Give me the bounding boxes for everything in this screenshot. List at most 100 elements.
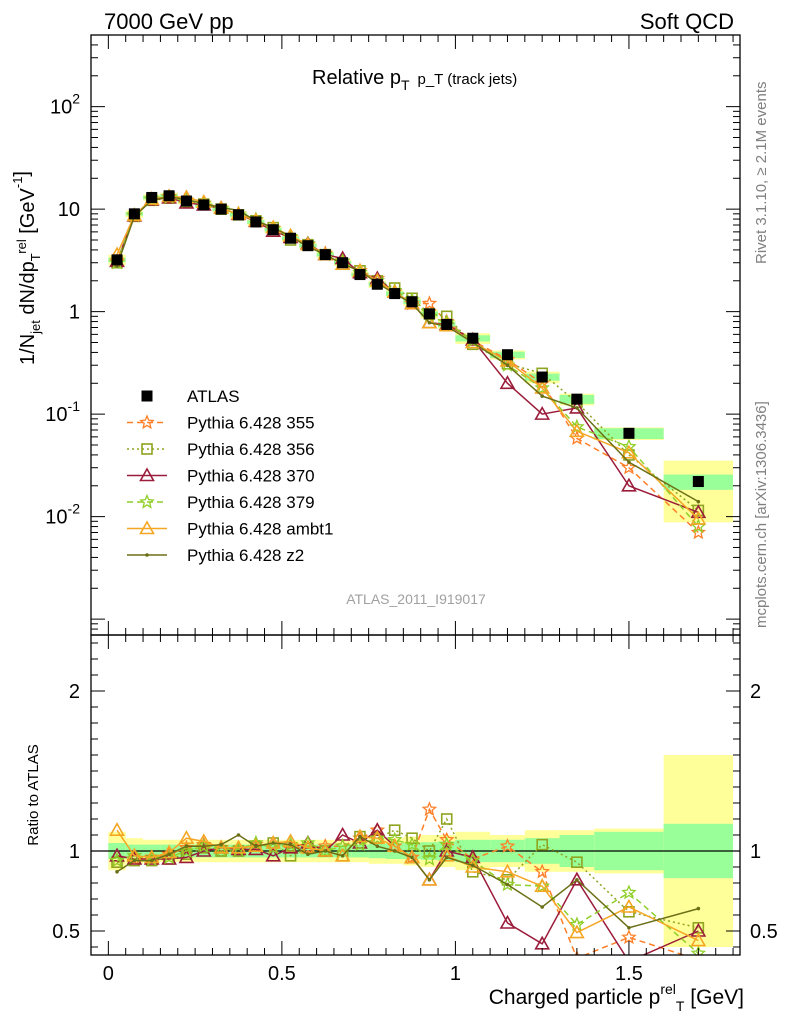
ratio-point-pythia-6-428-379 (386, 831, 403, 847)
chart-title-main: Relative p (312, 67, 401, 89)
point-atlas (501, 349, 513, 361)
ratio-point-pythia-6-428-ambt1 (438, 847, 455, 862)
main-y-axis-label: 1/Njet dN/dpTrel [GeV-1] (10, 171, 43, 365)
ratio-point-pythia-6-428-379 (621, 884, 637, 900)
ratio-point-pythia-6-428-379 (109, 852, 125, 868)
point-pythia-6-428-z2 (505, 363, 510, 368)
point-pythia-6-428-370 (690, 504, 707, 519)
ratio-point-pythia-6-428-356 (284, 849, 297, 862)
point-pythia-6-428-355 (690, 524, 707, 540)
ratio-point-pythia-6-428-ambt1 (621, 898, 637, 913)
ratio-point-pythia-6-428-z2 (696, 906, 701, 911)
ratio-point-pythia-6-428-ambt1 (213, 839, 230, 854)
ratio-point-pythia-6-428-379 (126, 847, 143, 863)
legend-marker-pythia-6-428-379 (139, 493, 155, 509)
ratio-point-pythia-6-428-356 (536, 838, 548, 851)
point-atlas (692, 476, 704, 488)
y-axis-label-part: -1 (10, 177, 25, 189)
ratio-point-pythia-6-428-z2 (575, 878, 579, 882)
ratio-point-pythia-6-428-z2 (627, 926, 631, 930)
y-axis-label-part: T (28, 253, 43, 261)
ratio-point-pythia-6-428-ambt1 (282, 833, 299, 848)
ratio-point-pythia-6-428-ambt1 (161, 844, 177, 859)
ratio-line-pythia-6-428-z2 (116, 834, 699, 929)
point-atlas (163, 190, 175, 202)
y-tick-label-base: 1 (69, 302, 80, 324)
point-atlas (302, 240, 314, 252)
chart-title-note: p_T (track jets) (418, 71, 518, 88)
ratio-y-tick-label: 1 (69, 841, 80, 863)
ratio-point-pythia-6-428-z2 (167, 852, 171, 856)
ratio-point-pythia-6-428-379 (300, 834, 316, 850)
x-tick-label: 0 (103, 963, 114, 985)
ratio-band-layer (91, 755, 740, 947)
legend-marker-pythia-6-428-ambt1 (139, 520, 155, 535)
point-atlas (536, 371, 548, 383)
x-tick-label: 0.5 (268, 963, 296, 985)
ratio-point-pythia-6-428-ambt1 (369, 830, 386, 845)
x-tick-label: 1 (450, 963, 461, 985)
ratio-point-pythia-6-428-ambt1 (178, 830, 195, 845)
point-pythia-6-428-370 (534, 406, 551, 420)
ratio-point-pythia-6-428-370 (265, 847, 282, 862)
ratio-point-pythia-6-428-ambt1 (534, 878, 551, 893)
point-pythia-6-428-z2 (575, 406, 579, 410)
point-pythia-6-428-ambt1 (621, 444, 637, 459)
x-axis-label-part: T (676, 998, 685, 1014)
ratio-point-pythia-6-428-356 (440, 813, 453, 825)
point-atlas (354, 269, 366, 281)
ratio-point-pythia-6-428-z2 (132, 858, 137, 863)
x-axis-label: Charged particle prelT [GeV] (489, 981, 744, 1014)
ratio-point-pythia-6-428-370 (569, 871, 585, 886)
ratio-point-pythia-6-428-z2 (219, 842, 223, 847)
ratio-point-pythia-6-428-z2 (201, 844, 206, 848)
ratio-point-pythia-6-428-z2 (288, 842, 293, 847)
point-pythia-6-428-ambt1 (534, 379, 551, 394)
ratio-point-pythia-6-428-ambt1 (690, 932, 707, 947)
ratio-point-pythia-6-428-355 (621, 929, 637, 945)
legend-label-pythia-6-428-355: Pythia 6.428 355 (187, 414, 315, 433)
ratio-point-pythia-6-428-379 (421, 850, 438, 866)
main-plot-frame (90, 34, 741, 636)
ratio-point-pythia-6-428-ambt1 (421, 871, 438, 886)
ratio-point-pythia-6-428-370 (369, 822, 386, 837)
y-tick-label-base: 10 (45, 507, 67, 529)
ratio-point-pythia-6-428-ambt1 (499, 863, 516, 878)
ratio-point-pythia-6-428-379 (369, 830, 386, 845)
ratio-point-pythia-6-428-356 (180, 848, 193, 861)
ratio-point-pythia-6-428-z2 (358, 834, 362, 839)
rivet-label: Rivet 3.1.10, ≥ 2.1M events (753, 82, 770, 265)
point-atlas (389, 288, 401, 300)
point-atlas (371, 278, 383, 290)
x-axis-label-part: [GeV] (684, 986, 744, 1009)
y-tick-label-exponent: 2 (72, 91, 80, 107)
point-pythia-6-428-355 (421, 295, 438, 311)
ratio-y-tick-label-right: 0.5 (750, 921, 778, 943)
legend-marker-pythia-6-428-z2 (145, 553, 149, 557)
point-pythia-6-428-370 (621, 477, 637, 492)
chart-title-sub: T (401, 77, 410, 93)
point-atlas (467, 332, 479, 344)
ratio-point-pythia-6-428-355 (499, 838, 516, 853)
y-tick-label: 1 (69, 302, 80, 324)
ratio-point-pythia-6-428-355 (317, 838, 333, 853)
ratio-point-pythia-6-428-356 (111, 856, 123, 869)
ratio-point-pythia-6-428-z2 (115, 870, 119, 874)
point-pythia-6-428-379 (534, 379, 550, 395)
point-pythia-6-428-ambt1 (421, 314, 438, 329)
series-line-pythia-6-428-356 (116, 197, 699, 511)
ratio-point-pythia-6-428-z2 (184, 844, 189, 848)
legend-label-pythia-6-428-370: Pythia 6.428 370 (187, 467, 315, 486)
y-axis-label-part: ] (11, 171, 33, 177)
ratio-point-pythia-6-428-z2 (149, 858, 154, 863)
point-pythia-6-428-z2 (627, 460, 631, 464)
point-pythia-6-428-ambt1 (690, 510, 707, 525)
ratio-point-pythia-6-428-z2 (254, 844, 258, 848)
point-atlas (406, 296, 418, 308)
legend-label-pythia-6-428-356: Pythia 6.428 356 (187, 440, 315, 459)
reference-code: ATLAS_2011_I919017 (346, 591, 486, 607)
ratio-point-pythia-6-428-356 (423, 845, 436, 857)
y-tick-label: 10-2 (45, 501, 80, 529)
